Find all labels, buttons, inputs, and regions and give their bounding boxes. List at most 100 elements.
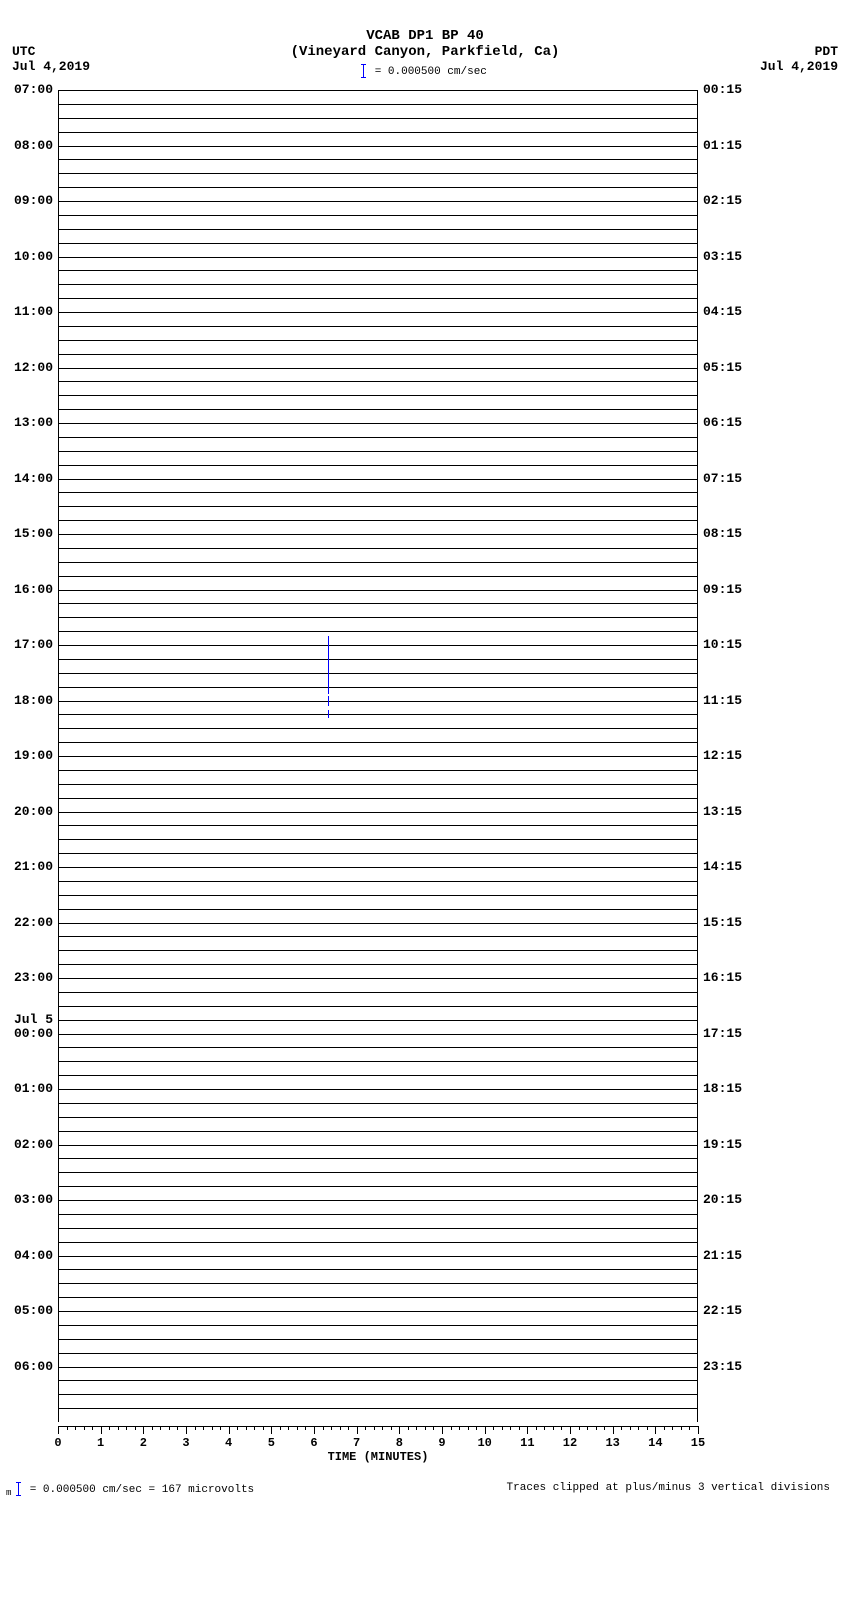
x-tick-minor	[374, 1426, 375, 1430]
x-tick-minor	[169, 1426, 170, 1430]
x-tick-minor	[288, 1426, 289, 1430]
seismic-event-spike	[328, 666, 329, 680]
trace-line	[59, 673, 697, 674]
x-tick-minor	[118, 1426, 119, 1430]
timezone-right: PDT Jul 4,2019	[760, 44, 838, 74]
x-tick-label: 15	[691, 1436, 705, 1450]
trace-line	[59, 479, 697, 480]
trace-line	[59, 423, 697, 424]
x-tick-major	[485, 1426, 486, 1434]
x-tick-minor	[331, 1426, 332, 1430]
utc-time-label: 03:00	[0, 1192, 53, 1207]
trace-line	[59, 1047, 697, 1048]
trace-line	[59, 1089, 697, 1090]
trace-line	[59, 881, 697, 882]
tz-left-label: UTC	[12, 44, 90, 59]
trace-line	[59, 381, 697, 382]
utc-time-label: 21:00	[0, 859, 53, 874]
trace-line	[59, 1075, 697, 1076]
trace-line	[59, 548, 697, 549]
trace-line	[59, 1061, 697, 1062]
trace-line	[59, 270, 697, 271]
x-tick-minor	[689, 1426, 690, 1430]
trace-line	[59, 770, 697, 771]
date-rollover-label: Jul 5	[0, 1012, 53, 1027]
utc-time-label: 04:00	[0, 1248, 53, 1263]
x-tick-major	[613, 1426, 614, 1434]
trace-line	[59, 534, 697, 535]
x-tick-minor	[84, 1426, 85, 1430]
x-axis-line	[58, 1426, 698, 1427]
trace-line	[59, 187, 697, 188]
trace-line	[59, 1034, 697, 1035]
x-tick-minor	[92, 1426, 93, 1430]
x-tick-major	[357, 1426, 358, 1434]
x-tick-minor	[263, 1426, 264, 1430]
trace-line	[59, 451, 697, 452]
seismic-event-spike	[328, 680, 329, 694]
trace-line	[59, 243, 697, 244]
x-tick-minor	[323, 1426, 324, 1430]
x-tick-minor	[160, 1426, 161, 1430]
pdt-time-label: 17:15	[703, 1026, 763, 1041]
scale-text: = 0.000500 cm/sec	[375, 66, 487, 78]
pdt-time-label: 10:15	[703, 637, 763, 652]
utc-time-label: 18:00	[0, 693, 53, 708]
utc-time-label: 00:00	[0, 1026, 53, 1041]
pdt-time-label: 16:15	[703, 970, 763, 985]
x-tick-minor	[365, 1426, 366, 1430]
x-tick-label: 5	[268, 1436, 275, 1450]
trace-line	[59, 1020, 697, 1021]
trace-line	[59, 950, 697, 951]
x-tick-minor	[109, 1426, 110, 1430]
trace-line	[59, 465, 697, 466]
trace-line	[59, 617, 697, 618]
x-tick-major	[527, 1426, 528, 1434]
x-tick-minor	[195, 1426, 196, 1430]
x-tick-minor	[280, 1426, 281, 1430]
x-tick-minor	[382, 1426, 383, 1430]
pdt-time-label: 08:15	[703, 526, 763, 541]
x-tick-minor	[502, 1426, 503, 1430]
utc-time-label: 13:00	[0, 415, 53, 430]
utc-time-label: 11:00	[0, 304, 53, 319]
x-tick-minor	[672, 1426, 673, 1430]
x-tick-minor	[604, 1426, 605, 1430]
x-tick-minor	[305, 1426, 306, 1430]
utc-time-label: 05:00	[0, 1303, 53, 1318]
x-tick-major	[314, 1426, 315, 1434]
x-tick-label: 14	[648, 1436, 662, 1450]
x-tick-major	[698, 1426, 699, 1434]
trace-line	[59, 506, 697, 507]
x-tick-minor	[621, 1426, 622, 1430]
utc-time-label: 14:00	[0, 471, 53, 486]
x-tick-minor	[67, 1426, 68, 1430]
x-tick-minor	[544, 1426, 545, 1430]
pdt-time-label: 04:15	[703, 304, 763, 319]
x-tick-label: 2	[140, 1436, 147, 1450]
x-tick-minor	[408, 1426, 409, 1430]
trace-line	[59, 701, 697, 702]
footer-left: m = 0.000500 cm/sec = 167 microvolts	[6, 1482, 254, 1498]
x-tick-minor	[451, 1426, 452, 1430]
pdt-time-label: 09:15	[703, 582, 763, 597]
utc-time-label: 06:00	[0, 1359, 53, 1374]
seismic-event-spike	[328, 696, 329, 706]
trace-line	[59, 354, 697, 355]
utc-time-label: 22:00	[0, 915, 53, 930]
x-tick-minor	[468, 1426, 469, 1430]
x-tick-minor	[681, 1426, 682, 1430]
utc-time-label: 19:00	[0, 748, 53, 763]
x-tick-minor	[553, 1426, 554, 1430]
x-tick-minor	[630, 1426, 631, 1430]
x-axis-title: TIME (MINUTES)	[58, 1450, 698, 1464]
utc-time-label: 09:00	[0, 193, 53, 208]
x-tick-minor	[297, 1426, 298, 1430]
x-tick-minor	[75, 1426, 76, 1430]
trace-line	[59, 1353, 697, 1354]
utc-time-label: 16:00	[0, 582, 53, 597]
x-tick-label: 1	[97, 1436, 104, 1450]
trace-line	[59, 1200, 697, 1201]
trace-line	[59, 437, 697, 438]
x-tick-minor	[246, 1426, 247, 1430]
